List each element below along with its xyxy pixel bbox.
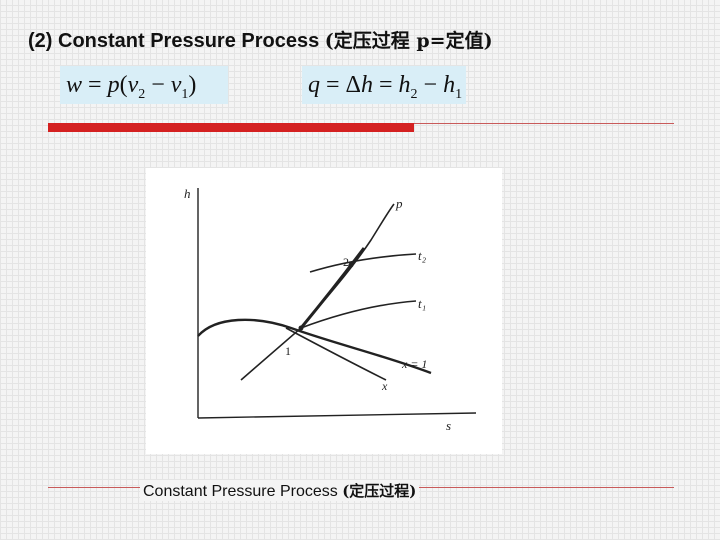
isotherm-t1 [300,300,417,329]
state-point-2 [348,262,354,268]
heat-formula-sub1: 1 [455,86,463,102]
work-formula-close: ) [188,72,197,98]
heat-formula-lhs: q [308,72,320,98]
heat-formula: q = Δh = h2 − h1 [302,66,466,104]
x-axis [197,412,477,419]
work-formula-p: p [107,72,120,98]
work-formula-v2: v [127,72,139,98]
slide-title: (2) Constant Pressure Process (定压过程 p=定值… [28,26,493,53]
heat-formula-h2: h [398,72,411,98]
figure-caption-text: Constant Pressure Process [143,483,343,500]
work-formula-minus: − [145,72,171,98]
slide-title-text: (2) Constant Pressure Process [28,30,325,52]
label-t2: t₂ [418,248,427,263]
heat-formula-sub2: 2 [410,86,418,102]
heat-formula-minus: − [417,72,444,98]
heat-formula-h: h [360,72,373,98]
hs-diagram-svg: h s p t₂ t₁ x = 1 x 1 2 [184,186,477,433]
slide-title-cjk: (定压过程 p=定值) [324,30,493,52]
work-formula: w = p(v2 − v1) [60,66,228,104]
accent-bar [48,123,414,132]
label-point-2: 2 [343,255,349,269]
figure-caption: Constant Pressure Process (定压过程) [140,480,420,501]
heat-formula-h1: h [443,72,456,98]
work-formula-lhs: w [66,72,83,98]
figure-caption-cjk: (定压过程) [342,482,417,500]
label-p: p [395,196,403,211]
work-formula-sub2: 2 [138,86,146,102]
heat-formula-eq: = Δ [320,72,361,98]
work-formula-sub1: 1 [181,86,189,102]
state-point-1 [298,325,304,331]
saturation-curve [197,318,432,375]
y-axis-label: h [184,186,191,201]
label-x-equals-1: x = 1 [401,357,427,371]
heat-formula-eq2: = [372,72,399,98]
work-formula-v1: v [170,72,182,98]
label-x: x [381,379,388,393]
isotherm-t2 [309,253,417,273]
label-t1: t₁ [418,296,426,311]
work-formula-open: ( [119,72,128,98]
label-point-1: 1 [285,344,291,358]
hs-diagram: h s p t₂ t₁ x = 1 x 1 2 [146,168,502,454]
accent-line [414,123,674,124]
x-axis-label: s [446,418,451,433]
work-formula-eq: = [82,72,108,98]
process-1-2 [299,247,366,329]
